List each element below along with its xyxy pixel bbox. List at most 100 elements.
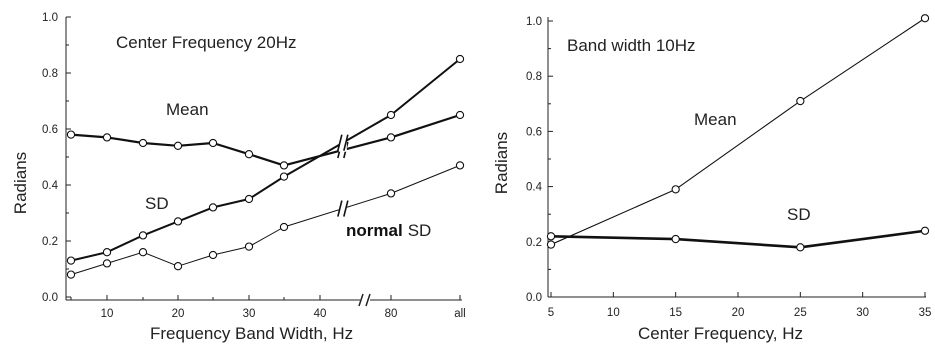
left-x-axis-break-mark — [365, 293, 371, 307]
right-data-point — [671, 234, 680, 244]
left-data-point — [244, 194, 254, 204]
right-mean-label: Mean — [694, 110, 737, 129]
left-x-tick-label: 40 — [314, 308, 327, 320]
right-data-point — [671, 185, 680, 194]
left-data-point — [386, 133, 396, 142]
left-series-line-segment — [248, 226, 285, 248]
left-series-line-segment — [283, 114, 392, 178]
right-y-tick-label: 0.6 — [526, 126, 542, 138]
left-y-axis-label: Radians — [11, 152, 30, 214]
left-data-point — [102, 259, 112, 268]
right-y-tick-label: 0.0 — [526, 292, 542, 304]
right-chart: Band width 10Hz Center Frequency, Hz Rad… — [492, 14, 932, 343]
left-series-break-mark — [343, 200, 349, 217]
left-normal-sd-label: normal SD — [346, 221, 431, 240]
left-series-line-segment — [142, 251, 179, 267]
right-x-tick-label: 35 — [919, 307, 932, 319]
left-series-line-segment — [106, 251, 144, 264]
left-series-break-mark — [337, 200, 343, 217]
left-series-line-segment — [248, 153, 285, 167]
right-data-point — [796, 243, 805, 252]
left-data-point — [455, 110, 465, 120]
right-series-line-segment — [550, 234, 676, 241]
left-x-tick-label: 80 — [385, 308, 398, 320]
left-series-line-segment — [212, 141, 250, 156]
right-x-tick-label: 20 — [732, 307, 745, 319]
right-data-point — [546, 240, 556, 249]
left-series-line-segment — [177, 206, 214, 223]
left-series-line-segment — [106, 234, 144, 254]
left-data-point — [386, 189, 396, 198]
left-x-tick-label: all — [454, 308, 466, 320]
right-y-tick-label: 0.4 — [526, 182, 543, 194]
left-series-line-segment — [177, 141, 214, 147]
right-x-tick-label: 5 — [548, 307, 554, 319]
left-data-point — [455, 54, 465, 64]
left-data-point — [208, 138, 218, 148]
right-y-axis-label: Radians — [492, 132, 511, 194]
left-series-line-segment — [283, 192, 392, 228]
left-data-point — [244, 242, 254, 251]
left-y-tick-label: 1.0 — [42, 12, 58, 24]
left-y-tick-label: 0.4 — [42, 180, 59, 192]
left-y-tick-label: 0.0 — [42, 292, 58, 304]
left-series-line-segment — [142, 141, 179, 147]
left-data-point — [102, 133, 112, 142]
left-data-point — [208, 250, 218, 260]
left-series-break-gap — [338, 199, 347, 218]
left-data-point — [102, 248, 112, 257]
left-normal-sd-word: SD — [408, 221, 432, 240]
left-y-tick-label: 0.8 — [42, 68, 58, 80]
left-series-line-segment — [283, 136, 392, 167]
left-series-line-segment — [212, 246, 250, 256]
right-data-point — [796, 96, 805, 106]
left-data-point — [138, 231, 148, 240]
left-series-line-segment — [390, 164, 461, 194]
left-data-point — [173, 262, 183, 271]
left-x-tick-label: 20 — [172, 308, 185, 320]
left-series-line-segment — [142, 220, 179, 237]
left-data-point — [173, 217, 183, 226]
left-y-tick-label: 0.6 — [42, 124, 58, 136]
left-data-point — [66, 270, 76, 279]
left-series-line-segment — [390, 58, 461, 116]
left-data-point — [279, 222, 289, 232]
left-series-line-segment — [106, 136, 144, 145]
left-series-line-segment — [248, 175, 285, 200]
left-series-line-segment — [70, 133, 108, 139]
left-sd-label: SD — [145, 194, 169, 213]
right-data-point — [920, 14, 930, 23]
left-data-point — [279, 172, 289, 181]
left-series-line-segment — [70, 262, 108, 276]
left-mean-label: Mean — [166, 100, 209, 119]
left-series-line-segment — [70, 251, 108, 262]
left-series-break-gap — [338, 133, 347, 152]
left-x-tick-label: 10 — [101, 308, 114, 320]
left-data-point — [244, 150, 254, 159]
left-x-axis-break-mark — [358, 293, 364, 307]
right-y-tick-label: 0.2 — [526, 237, 542, 249]
left-x-tick-label: 30 — [243, 308, 256, 320]
right-x-axis-label: Center Frequency, Hz — [638, 324, 803, 343]
left-series-break-mark — [343, 134, 349, 151]
left-chart: Center Frequency 20Hz Frequency Band Wid… — [11, 12, 466, 343]
right-series-line-segment — [800, 17, 926, 102]
right-series-line-segment — [800, 229, 926, 249]
right-y-tick-label: 1.0 — [526, 16, 542, 28]
left-data-point — [173, 141, 183, 150]
left-data-point — [66, 130, 76, 139]
right-y-tick-label: 0.8 — [526, 71, 542, 83]
left-series-line-segment — [212, 198, 250, 209]
right-x-tick-label: 10 — [607, 307, 620, 319]
right-x-tick-label: 25 — [794, 307, 807, 319]
left-chart-title: Center Frequency 20Hz — [116, 33, 296, 52]
left-data-point — [455, 161, 465, 170]
right-x-tick-label: 15 — [669, 307, 682, 319]
left-data-point — [279, 161, 289, 170]
left-series-break-mark — [337, 134, 343, 151]
left-x-axis-label: Frequency Band Width, Hz — [150, 324, 353, 343]
right-sd-label: SD — [787, 205, 811, 224]
left-y-tick-label: 0.2 — [42, 236, 58, 248]
left-series-line-segment — [390, 113, 461, 139]
left-data-point — [66, 256, 76, 265]
